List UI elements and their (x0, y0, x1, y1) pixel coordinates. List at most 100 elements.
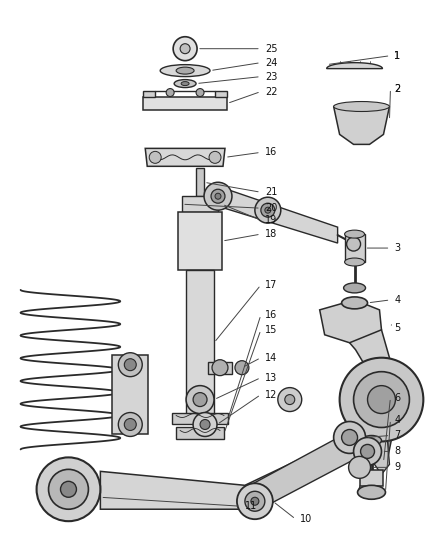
Text: 22: 22 (265, 86, 277, 96)
Ellipse shape (361, 435, 381, 446)
Text: 1: 1 (395, 51, 401, 61)
Circle shape (196, 88, 204, 96)
Text: 10: 10 (300, 514, 312, 524)
Circle shape (49, 470, 88, 509)
Ellipse shape (342, 297, 367, 309)
Circle shape (166, 88, 174, 96)
Bar (182, 196, 218, 212)
Text: 15: 15 (265, 325, 277, 335)
Circle shape (285, 394, 295, 405)
Bar (208, 362, 232, 374)
Circle shape (353, 372, 410, 427)
Circle shape (360, 445, 374, 458)
Circle shape (186, 385, 214, 414)
Bar (360, 470, 384, 486)
Circle shape (118, 353, 142, 377)
Circle shape (349, 456, 371, 478)
Text: 4: 4 (395, 295, 401, 305)
Polygon shape (143, 91, 155, 96)
Polygon shape (145, 148, 225, 166)
Circle shape (235, 361, 249, 375)
Polygon shape (327, 63, 382, 69)
Text: 16: 16 (265, 310, 277, 320)
Circle shape (346, 237, 360, 251)
Text: 19: 19 (265, 215, 277, 225)
Circle shape (215, 193, 221, 199)
Circle shape (353, 438, 381, 465)
Text: 7: 7 (395, 431, 401, 440)
Ellipse shape (357, 486, 385, 499)
Text: 25: 25 (265, 44, 277, 54)
Circle shape (180, 44, 190, 54)
Circle shape (211, 189, 225, 203)
Ellipse shape (209, 151, 221, 163)
Polygon shape (143, 96, 227, 110)
Circle shape (251, 497, 259, 505)
Ellipse shape (176, 67, 194, 74)
Text: 12: 12 (265, 390, 277, 400)
Polygon shape (250, 432, 367, 509)
Text: 20: 20 (265, 203, 277, 213)
Circle shape (173, 37, 197, 61)
Text: 8: 8 (395, 447, 401, 456)
Polygon shape (374, 439, 389, 474)
Text: 23: 23 (265, 71, 277, 82)
Ellipse shape (345, 230, 364, 238)
Circle shape (265, 207, 271, 213)
Bar (178, 212, 222, 270)
Circle shape (124, 359, 136, 370)
Text: 6: 6 (395, 393, 401, 402)
Circle shape (204, 182, 232, 210)
Text: 1: 1 (395, 51, 401, 61)
Circle shape (37, 457, 100, 521)
Text: 3: 3 (395, 243, 401, 253)
Text: 9: 9 (395, 462, 401, 472)
Circle shape (60, 481, 77, 497)
Bar (176, 427, 224, 439)
Circle shape (245, 491, 265, 511)
Text: 24: 24 (265, 58, 277, 68)
Bar (196, 168, 204, 196)
Text: 17: 17 (265, 280, 277, 290)
Circle shape (367, 385, 396, 414)
Circle shape (124, 418, 136, 431)
Text: 2: 2 (395, 84, 401, 94)
Bar (345, 234, 364, 262)
Ellipse shape (334, 101, 389, 111)
Polygon shape (350, 330, 397, 459)
Ellipse shape (343, 283, 366, 293)
Circle shape (255, 197, 281, 223)
Text: 4: 4 (395, 415, 401, 424)
Circle shape (261, 203, 275, 217)
Circle shape (118, 413, 142, 437)
Circle shape (193, 413, 217, 437)
Bar (172, 413, 228, 424)
Circle shape (339, 358, 424, 441)
Polygon shape (215, 91, 227, 96)
Ellipse shape (345, 258, 364, 266)
Ellipse shape (160, 64, 210, 77)
Circle shape (342, 430, 357, 446)
Ellipse shape (149, 151, 161, 163)
Polygon shape (100, 437, 364, 509)
Text: 21: 21 (265, 187, 277, 197)
Bar (112, 355, 148, 434)
Polygon shape (320, 300, 381, 345)
Text: 13: 13 (265, 373, 277, 383)
Text: 18: 18 (265, 229, 277, 239)
Text: 5: 5 (395, 323, 401, 333)
Bar (186, 270, 214, 415)
Circle shape (212, 360, 228, 376)
Text: 11: 11 (245, 501, 257, 511)
Polygon shape (218, 186, 338, 243)
Text: 2: 2 (395, 84, 401, 94)
Circle shape (237, 483, 273, 519)
Circle shape (278, 387, 302, 411)
Ellipse shape (174, 79, 196, 87)
Circle shape (193, 393, 207, 407)
Ellipse shape (181, 82, 189, 86)
Text: 16: 16 (265, 147, 277, 157)
Text: 14: 14 (265, 353, 277, 363)
Polygon shape (334, 107, 389, 144)
Circle shape (334, 422, 366, 454)
